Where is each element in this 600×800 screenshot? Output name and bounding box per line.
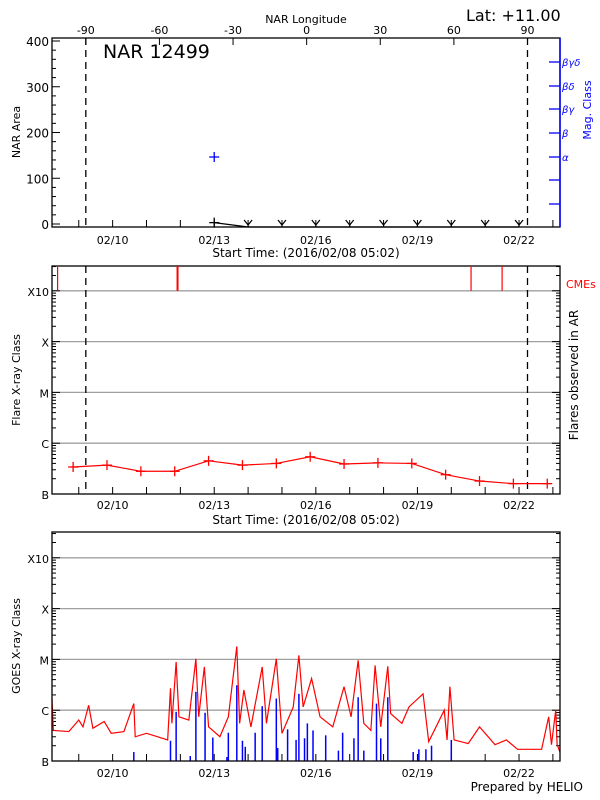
latitude-label: Lat: +11.00 [466, 6, 561, 25]
flare-point [305, 451, 316, 462]
panel1-time-label: Start Time: (2016/02/08 05:02) [212, 246, 399, 260]
longitude-tick-label: -90 [77, 24, 95, 37]
flare-point [271, 458, 282, 469]
nar-area-axis-title: NAR Area [10, 106, 23, 158]
cme-label: CMEs [566, 278, 596, 291]
flare-point [440, 469, 451, 480]
x-tick-label: 02/13 [198, 499, 230, 512]
prepared-by-footer: Prepared by HELIO [471, 780, 583, 794]
x-tick-label: 02/16 [300, 499, 332, 512]
longitude-tick-label: 0 [303, 24, 310, 37]
flare-point [68, 462, 79, 473]
y-tick-label: 100 [26, 172, 49, 186]
goes-plot-frame [51, 531, 561, 762]
area-below-axis-marker [480, 219, 490, 227]
flare-point [101, 460, 112, 471]
x-tick-label: 02/16 [300, 234, 332, 247]
flare-point [203, 455, 214, 466]
y-tick-label: X10 [27, 286, 49, 299]
y-tick-label: 400 [26, 35, 49, 49]
marker-glyph [277, 219, 287, 227]
marker-glyph [480, 219, 490, 227]
marker-glyph [243, 219, 253, 227]
mag-class-tick-label: β [561, 129, 569, 140]
longitude-tick-label: -60 [150, 24, 168, 37]
area-below-axis-marker [277, 219, 287, 227]
longitude-tick-label: 60 [447, 24, 461, 37]
marker-glyph [379, 219, 389, 227]
flare-class-axis-title: Flare X-ray Class [10, 334, 23, 426]
y-tick-label: X [41, 337, 49, 350]
mag-class-point [209, 152, 220, 162]
flares-observed-axis-title: Flares observed in AR [567, 310, 581, 440]
mag-class-tick-label: βδ [561, 82, 575, 93]
x-tick-label: 02/22 [503, 767, 535, 780]
y-tick-label: X [41, 604, 49, 617]
x-tick-label: 02/10 [97, 767, 129, 780]
marker-glyph [311, 219, 321, 227]
area-below-axis-marker [345, 219, 355, 227]
region-title: NAR 12499 [103, 41, 210, 63]
marker-glyph [514, 219, 524, 227]
panel2-time-label: Start Time: (2016/02/08 05:02) [212, 513, 399, 527]
y-tick-label: M [40, 387, 50, 400]
area-line [214, 221, 520, 228]
flare-point [135, 466, 146, 477]
y-tick-label: X10 [27, 553, 49, 566]
y-tick-label: C [41, 705, 49, 718]
longitude-tick-label: 30 [373, 24, 387, 37]
area-below-axis-marker [514, 219, 524, 227]
x-tick-label: 02/16 [300, 767, 332, 780]
y-tick-label: C [41, 438, 49, 451]
flare-point [372, 457, 383, 468]
mag-class-tick-label: α [562, 153, 569, 164]
flare-point [169, 466, 180, 477]
y-tick-label: 300 [26, 81, 49, 95]
y-tick-label: M [40, 654, 50, 667]
x-tick-label: 02/22 [503, 499, 535, 512]
marker-glyph [412, 219, 422, 227]
plot-layers: 0 100 200 300 400 -90 -60 -30 0 30 60 90 α β βγ βδ βγδ 02… [26, 24, 580, 780]
flare-plot-frame [51, 265, 561, 495]
area-below-axis-marker [243, 219, 253, 227]
flare-point [237, 460, 248, 471]
area-below-axis-marker [311, 219, 321, 227]
y-tick-label: B [41, 489, 49, 502]
x-tick-label: 02/10 [97, 234, 129, 247]
marker-glyph [345, 219, 355, 227]
goes-class-axis-title: GOES X-ray Class [10, 598, 23, 694]
y-tick-label: B [41, 756, 49, 769]
flare-point [339, 458, 350, 469]
area-below-axis-marker [446, 219, 456, 227]
x-tick-label: 02/19 [402, 499, 434, 512]
mag-class-tick-label: βγ [561, 105, 575, 116]
flare-point [508, 478, 519, 489]
y-tick-label: 200 [26, 127, 49, 141]
x-tick-label: 02/19 [402, 234, 434, 247]
mag-class-axis-title: Mag. Class [581, 80, 594, 139]
marker-glyph [446, 219, 456, 227]
top-axis-title: NAR Longitude [265, 13, 347, 26]
flare-point [406, 458, 417, 469]
x-tick-label: 02/19 [402, 767, 434, 780]
goes-long-channel-line [51, 646, 561, 753]
x-tick-label: 02/10 [97, 499, 129, 512]
area-point [209, 217, 220, 228]
x-tick-label: 02/13 [198, 234, 230, 247]
y-tick-label: 0 [41, 218, 49, 232]
longitude-tick-label: 90 [520, 24, 534, 37]
x-tick-label: 02/13 [198, 767, 230, 780]
longitude-tick-label: -30 [224, 24, 242, 37]
flare-point [542, 478, 553, 489]
flare-point [474, 476, 485, 487]
area-below-axis-marker [412, 219, 422, 227]
area-plot-frame [51, 37, 561, 228]
x-tick-label: 02/22 [503, 234, 535, 247]
area-below-axis-marker [379, 219, 389, 227]
mag-class-tick-label: βγδ [561, 58, 580, 69]
